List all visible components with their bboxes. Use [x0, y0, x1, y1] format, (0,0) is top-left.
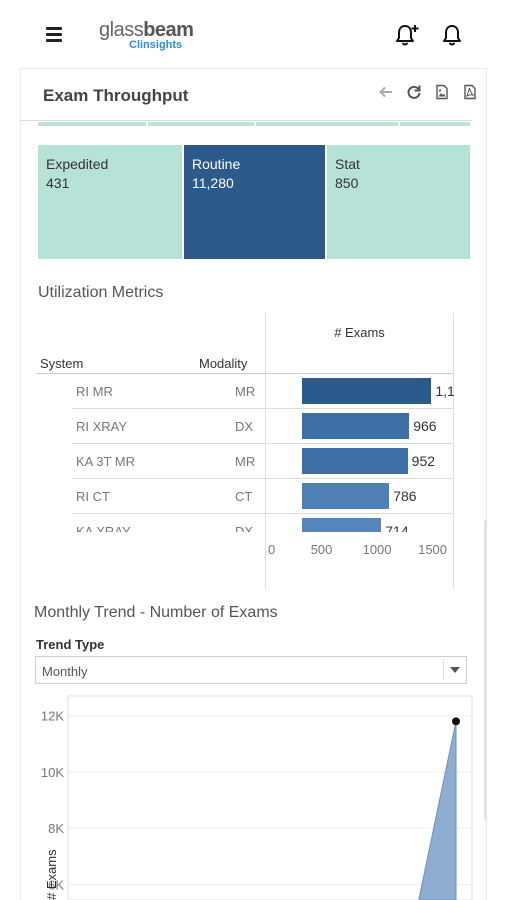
dashboard-frame	[20, 68, 487, 900]
measure-column-right-border	[453, 313, 454, 589]
modality-column-header[interactable]: Modality	[199, 356, 248, 371]
trend-type-dropdown[interactable]: Monthly	[35, 656, 467, 684]
exam-count-label: 966	[413, 418, 437, 434]
exam-count-label: 952	[411, 453, 436, 469]
strip-segment	[148, 122, 254, 126]
utilization-title: Utilization Metrics	[38, 284, 164, 301]
strip-segment	[400, 122, 470, 126]
logo: glassbeam Clinsights	[99, 19, 194, 51]
exam-count-label: 1,165	[435, 383, 454, 399]
y-axis-tick-label: 6K	[48, 878, 64, 893]
table-row[interactable]: RI CT CT 786	[72, 479, 454, 514]
x-axis-tick-label: 1000	[362, 542, 392, 557]
back-icon[interactable]	[378, 84, 394, 100]
x-axis-tick-label: 500	[310, 542, 333, 557]
exam-count-bar[interactable]	[302, 413, 410, 439]
scrollbar[interactable]	[484, 520, 487, 820]
image-export-icon[interactable]	[434, 84, 450, 100]
priority-tile-stat[interactable]: Stat 850	[327, 145, 470, 259]
exam-count-bar[interactable]	[302, 448, 408, 474]
exam-count-label: 714	[385, 523, 409, 532]
table-row[interactable]: KA 3T MR MR 952	[72, 444, 454, 479]
exam-count-bar[interactable]	[302, 378, 432, 404]
monthly-trend-title: Monthly Trend - Number of Exams	[34, 604, 278, 621]
menu-icon[interactable]	[46, 27, 62, 42]
trend-point	[452, 717, 460, 726]
utilization-table: RI MR MR 1,165 RI XRAY DX 966 KA 3T MR M…	[36, 374, 454, 532]
dropdown-divider	[443, 660, 444, 680]
measure-header: # Exams	[334, 325, 385, 340]
y-axis-tick-label: 8K	[48, 821, 64, 836]
app-bar: glassbeam Clinsights	[0, 0, 507, 68]
dashboard-title: Exam Throughput	[43, 86, 189, 105]
priority-tile-expedited[interactable]: Expedited 431	[38, 145, 182, 259]
y-axis-tick-label: 10K	[41, 765, 64, 780]
exam-count-bar[interactable]	[302, 518, 382, 532]
exam-count-label: 786	[393, 488, 417, 504]
chevron-down-icon[interactable]	[450, 667, 460, 673]
table-row[interactable]: RI MR MR 1,165	[72, 374, 454, 409]
header-divider	[20, 120, 472, 121]
system-column-header[interactable]: System	[40, 356, 84, 371]
pdf-export-icon[interactable]	[462, 84, 478, 100]
plot-area	[67, 695, 473, 900]
add-alert-icon[interactable]	[394, 22, 420, 48]
priority-tile-routine[interactable]: Routine 11,280	[184, 145, 325, 259]
refresh-icon[interactable]	[406, 84, 422, 100]
monthly-trend-chart: 12K 10K 8K 6K# Exams	[41, 695, 473, 900]
y-axis-label: # Exams	[44, 849, 59, 900]
exam-count-bar[interactable]	[302, 483, 390, 509]
y-axis-tick-label: 12K	[41, 709, 64, 724]
strip-segment	[38, 122, 146, 126]
trend-type-value: Monthly	[42, 664, 88, 679]
trend-type-label: Trend Type	[36, 637, 105, 652]
table-row[interactable]: KA XRAY DX 714	[72, 514, 454, 532]
measure-column-left-border	[265, 313, 266, 589]
header-rule	[36, 373, 454, 374]
notifications-icon[interactable]	[440, 22, 464, 48]
x-axis-tick-label: 0	[268, 542, 276, 557]
table-row[interactable]: RI XRAY DX 966	[72, 409, 454, 444]
x-axis-tick-label: 1500	[418, 542, 448, 557]
strip-segment	[256, 122, 398, 126]
